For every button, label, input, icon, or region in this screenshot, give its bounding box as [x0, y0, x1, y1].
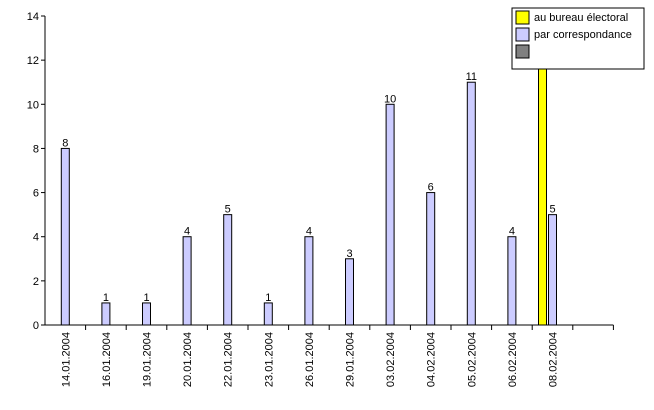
legend-swatch	[515, 44, 530, 59]
bar	[101, 302, 111, 326]
x-tick-label: 04.02.2004	[426, 332, 438, 387]
bar	[60, 147, 70, 326]
x-tick-label: 26.01.2004	[304, 332, 316, 387]
y-tick-label: 8	[33, 143, 39, 155]
bar	[142, 302, 151, 326]
data-label: 3	[346, 248, 352, 260]
data-label: 5	[549, 204, 555, 216]
bar	[304, 236, 314, 326]
data-label: 11	[466, 71, 477, 83]
data-label: 6	[428, 182, 434, 194]
bar	[263, 302, 273, 326]
data-label: 4	[184, 226, 190, 238]
data-label: 5	[225, 204, 231, 216]
x-tick-label: 23.01.2004	[263, 332, 275, 387]
x-tick-label: 29.01.2004	[345, 332, 357, 387]
legend-swatch	[515, 27, 530, 42]
x-tick-label: 03.02.2004	[385, 332, 397, 387]
data-label: 8	[62, 137, 68, 149]
x-tick-label: 06.02.2004	[507, 332, 519, 387]
x-tick-label: 19.01.2004	[142, 332, 154, 387]
x-tick-label: 08.02.2004	[548, 332, 560, 387]
bar	[182, 236, 192, 326]
bar	[385, 103, 395, 326]
bar	[548, 214, 557, 326]
y-tick-label: 0	[33, 320, 39, 332]
y-tick-label: 4	[33, 232, 39, 244]
legend-label: au bureau électoral	[534, 12, 628, 24]
bar	[345, 258, 354, 326]
x-tick-label: 22.01.2004	[223, 332, 235, 387]
y-tick-label: 12	[27, 55, 39, 67]
data-label: 10	[384, 93, 396, 105]
data-label: 1	[265, 292, 271, 304]
bar	[507, 236, 517, 326]
data-label: 1	[143, 292, 149, 304]
y-tick-label: 2	[33, 276, 39, 288]
data-label: 4	[509, 226, 515, 238]
bar	[223, 214, 233, 326]
legend: au bureau électoral par correspondance	[511, 7, 645, 70]
legend-box	[511, 7, 645, 70]
y-tick-label: 10	[27, 99, 39, 111]
data-label: 1	[103, 292, 109, 304]
y-tick-label: 14	[27, 11, 39, 23]
x-tick-label: 05.02.2004	[466, 332, 478, 387]
data-label: 4	[306, 226, 312, 238]
y-tick-label: 6	[33, 188, 39, 200]
x-tick-label: 16.01.2004	[101, 332, 113, 387]
legend-label: par correspondance	[534, 29, 632, 41]
x-tick-label: 14.01.2004	[60, 332, 72, 387]
bar	[466, 81, 476, 326]
x-tick-label: 20.01.2004	[182, 332, 194, 387]
legend-swatch	[515, 10, 530, 25]
bar	[426, 192, 436, 326]
